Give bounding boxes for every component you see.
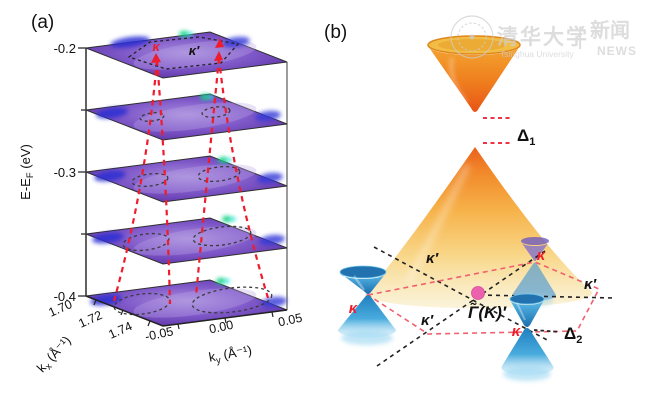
ky-axis-label: ky (Å⁻¹) xyxy=(208,342,254,367)
ky-ticks xyxy=(177,311,274,330)
pocket-contour xyxy=(191,286,273,314)
panel-a: (a) -0.2 -0.3 -0.4 E-EF (eV) xyxy=(18,12,304,377)
panel-b-tag: (b) xyxy=(324,22,347,43)
slice-minus0p30 xyxy=(85,155,288,203)
ky-tick-2: 0.05 xyxy=(277,311,304,330)
energy-axis-label: E-EF (eV) xyxy=(18,144,36,200)
kappa-label-a: κ xyxy=(152,39,160,54)
pocket-contour xyxy=(131,173,169,187)
kx-tick-2: 1.74 xyxy=(106,319,134,342)
watermark-en-name: Tsinghua University xyxy=(500,49,574,59)
kappa-left-label: κ xyxy=(349,300,359,317)
k-axes xyxy=(85,295,288,330)
bz-hexagon-contour xyxy=(127,36,240,70)
lower-band-cone xyxy=(364,147,593,309)
kappa-prime-label-a: κ′ xyxy=(189,43,200,58)
energy-tick-0: -0.2 xyxy=(54,41,76,56)
ky-tick-1: 0.00 xyxy=(208,318,235,337)
energy-tick-2: -0.4 xyxy=(54,289,76,304)
watermark-divider: | xyxy=(577,23,583,50)
kx-tick-1: 1.72 xyxy=(76,308,104,331)
delta1-gap-lines xyxy=(483,117,513,144)
kappa-prime-top-label: κ′ xyxy=(426,250,439,267)
watermark: 清华大学 Tsinghua University | 新闻 NEWS xyxy=(450,15,637,59)
right-dirac-cone xyxy=(501,293,554,381)
pocket-contour xyxy=(139,112,165,122)
gamma-point-dot xyxy=(471,286,485,300)
energy-slice-stack xyxy=(85,31,288,327)
tsinghua-seal-icon xyxy=(450,15,494,59)
energy-tick-1: -0.3 xyxy=(54,165,76,180)
delta1-label: Δ1 xyxy=(517,126,535,148)
ky-tick-0: -0.05 xyxy=(144,324,175,344)
pocket-contour xyxy=(197,165,241,183)
kx-axis-label: kx (Å⁻¹) xyxy=(34,333,76,377)
kx-ticks xyxy=(93,299,151,327)
watermark-cn-name: 清华大学 xyxy=(497,25,589,49)
dirac-cone-guides xyxy=(112,57,270,305)
gamma-point-label: Γ̃(K)′ xyxy=(468,302,507,322)
delta2-label: Δ2 xyxy=(564,324,582,346)
kappa-top-label: κ xyxy=(537,247,547,264)
slice-minus0p20 xyxy=(85,31,288,79)
panel-a-tag: (a) xyxy=(31,12,54,33)
slice-minus0p40 xyxy=(85,278,288,327)
panel-b: (b) Δ1 xyxy=(324,15,637,381)
cone-guide-arrowheads xyxy=(151,38,224,63)
slice-minus0p25 xyxy=(85,93,288,141)
slice-minus0p35 xyxy=(85,216,288,265)
kappa-prime-right-label: κ′ xyxy=(584,276,597,293)
pocket-contour xyxy=(192,225,252,247)
bz-red-polygon xyxy=(365,261,601,335)
pocket-contour xyxy=(201,106,231,118)
watermark-news-en: NEWS xyxy=(597,44,637,58)
left-dirac-cone xyxy=(338,265,396,345)
delta2-gap-line xyxy=(533,329,561,333)
kappa-prime-bottom-label: κ′ xyxy=(421,312,434,329)
energy-axis-ticks xyxy=(78,47,86,297)
pocket-contour xyxy=(122,232,170,252)
kappa-bottom-label: κ xyxy=(512,323,522,340)
watermark-news-cn: 新闻 xyxy=(590,18,630,42)
bz-direction-lines xyxy=(373,246,615,367)
